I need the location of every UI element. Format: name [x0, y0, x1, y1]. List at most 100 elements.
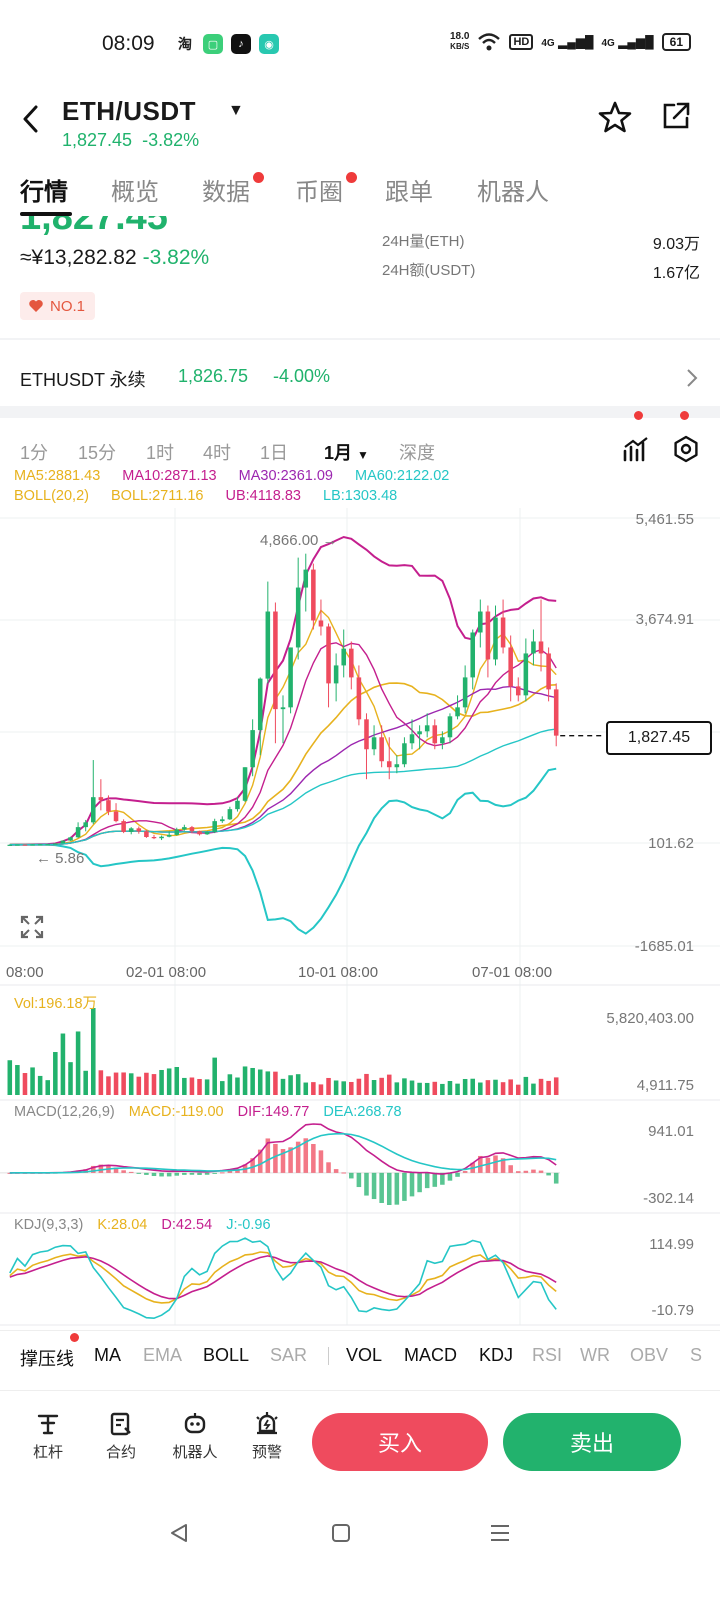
rank-badge[interactable]: NO.1 [20, 292, 96, 320]
robot-button[interactable]: 机器人 [164, 1411, 226, 1462]
indicator-sar[interactable]: SAR [270, 1345, 308, 1365]
candle-body [37, 844, 43, 846]
back-arrow-icon[interactable] [20, 104, 42, 134]
candle [364, 713, 369, 780]
macd-hist-bar [212, 1172, 217, 1174]
leverage-button[interactable]: 杠杆 [18, 1411, 78, 1462]
candle-body [45, 844, 51, 846]
kline-chart[interactable] [0, 0, 720, 1330]
candle [478, 599, 483, 648]
interval-depth[interactable]: 深度 [399, 443, 435, 463]
indicator-support[interactable]: 撑压线 [20, 1349, 74, 1369]
kdj-legend: KDJ(9,3,3) K:28.04 D:42.54 J:-0.96 [14, 1217, 271, 1233]
candle [220, 816, 225, 823]
volume-bar [500, 1082, 506, 1095]
pair-title[interactable]: ETH/USDT [62, 96, 196, 126]
macd-hist-bar [538, 1170, 544, 1173]
macd-hist-bar [257, 1149, 263, 1173]
volume-bar [493, 1079, 498, 1095]
volume-bar [144, 1072, 149, 1095]
tab-overview[interactable]: 概览 [111, 179, 159, 206]
indicator-kdj[interactable]: KDJ [479, 1345, 514, 1365]
macd-hist-bar [288, 1147, 293, 1173]
x-date-label: 10-01 08:00 [298, 964, 379, 981]
indicator-ema[interactable]: EMA [143, 1345, 183, 1365]
interval-4h[interactable]: 4时 [203, 443, 232, 463]
indicator-boll[interactable]: BOLL [203, 1345, 250, 1365]
wifi-icon [478, 33, 501, 51]
candle [265, 581, 271, 684]
tab-market[interactable]: 行情 [20, 179, 68, 206]
volume-bar [318, 1084, 324, 1095]
indicator-vol[interactable]: VOL [346, 1345, 383, 1365]
indicator-ma[interactable]: MA [94, 1345, 121, 1365]
sell-button[interactable]: 卖出 [503, 1413, 681, 1471]
indicator-wr[interactable]: WR [580, 1345, 610, 1365]
candle-body [478, 611, 483, 633]
share-icon[interactable] [660, 100, 692, 132]
volume-bar [424, 1082, 430, 1095]
tab-robot[interactable]: 机器人 [477, 179, 549, 206]
perpetual-row[interactable]: ETHUSDT 永续 1,826.75 -4.00% [0, 350, 720, 406]
nav-home-icon[interactable] [330, 1522, 352, 1544]
volume-bar [478, 1082, 483, 1095]
buy-button[interactable]: 买入 [312, 1413, 488, 1471]
indicator-macd[interactable]: MACD [404, 1345, 457, 1365]
interval-1m[interactable]: 1分 [20, 443, 49, 463]
settings-icon[interactable] [672, 435, 700, 463]
stat-label: 24H额(USDT) [382, 262, 476, 279]
indicator-obv[interactable]: OBV [630, 1345, 669, 1365]
candle-body [311, 569, 316, 621]
volume-bar [280, 1078, 286, 1095]
contract-button[interactable]: 合约 [91, 1411, 151, 1462]
candle-body [197, 831, 202, 835]
candle-body [144, 831, 149, 838]
candle-body [189, 827, 195, 832]
nav-back-icon[interactable] [168, 1522, 190, 1544]
y-tick-label: -1685.01 [634, 938, 694, 955]
candle-body [182, 827, 187, 830]
volume-bar [455, 1083, 460, 1095]
macd-hist-bar [546, 1172, 551, 1176]
indicator-more[interactable]: S [690, 1345, 703, 1365]
candle [546, 647, 551, 702]
candle-body [136, 828, 142, 832]
notification-dot [253, 172, 264, 183]
boll-lower-band [9, 767, 557, 935]
macd-max: 941.01 [648, 1123, 694, 1140]
volume-bar [22, 1073, 28, 1095]
favorite-star-icon[interactable] [598, 100, 632, 134]
macd-hist-bar [364, 1172, 369, 1196]
candle-body [386, 761, 392, 768]
fullscreen-icon[interactable] [20, 915, 44, 939]
alert-button[interactable]: 预警 [237, 1411, 297, 1462]
ma10-label: MA10:2871.13 [122, 468, 217, 484]
volume-bar [409, 1080, 415, 1095]
candle [273, 602, 278, 744]
volume-bar [265, 1071, 271, 1095]
candle-body [379, 737, 384, 762]
indicator-rsi[interactable]: RSI [532, 1345, 563, 1365]
nav-menu-icon[interactable] [488, 1522, 512, 1544]
interval-15m[interactable]: 15分 [78, 443, 117, 463]
interval-1h[interactable]: 1时 [146, 443, 175, 463]
macd-hist-bar [189, 1172, 195, 1175]
candle-body [341, 648, 346, 666]
volume-bar [341, 1081, 346, 1095]
tab-copytrade[interactable]: 跟单 [385, 179, 433, 206]
candle [440, 731, 445, 750]
macd-hist-bar [159, 1172, 164, 1177]
ma30-label: MA30:2361.09 [238, 468, 333, 484]
interval-1d[interactable]: 1日 [260, 443, 289, 463]
boll-lb-label: LB:1303.48 [323, 488, 398, 504]
candle-body [273, 611, 278, 710]
pair-dropdown-icon[interactable]: ▼ [228, 102, 244, 119]
interval-1mo[interactable]: 1月 ▼ [324, 443, 369, 463]
candle [144, 830, 149, 838]
tab-data[interactable]: 数据 [202, 172, 264, 207]
tab-community[interactable]: 币圈 [295, 172, 357, 207]
indicator-chart-icon[interactable] [622, 435, 650, 463]
notification-dot [70, 1333, 79, 1342]
candle [356, 665, 362, 726]
volume-bar [53, 1052, 58, 1095]
